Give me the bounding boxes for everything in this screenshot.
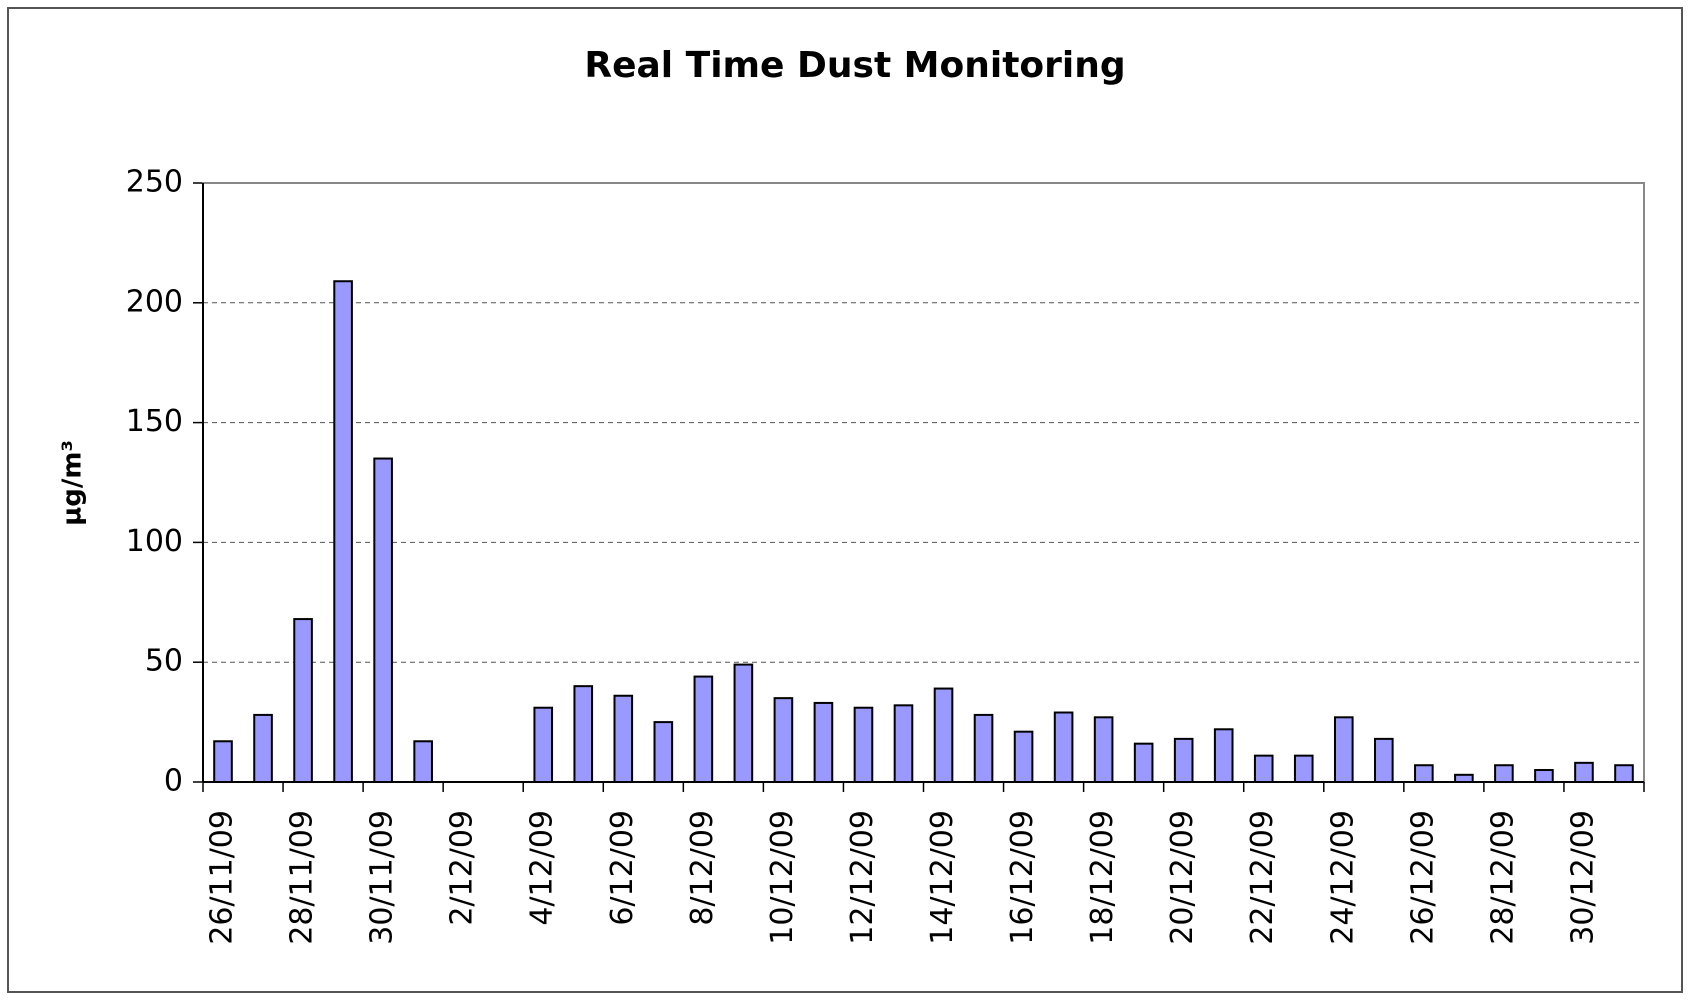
x-tick-label: 26/12/09 (1405, 810, 1440, 945)
bar (1534, 769, 1554, 784)
y-tick-label: 150 (126, 404, 183, 439)
bar (573, 685, 594, 783)
bar (1374, 737, 1394, 784)
bar (733, 663, 754, 784)
x-tick-label: 18/12/09 (1085, 810, 1120, 945)
bar (1213, 728, 1234, 784)
bar (1614, 764, 1634, 784)
x-tick-label: 10/12/09 (765, 810, 800, 945)
chart-title: Real Time Dust Monitoring (584, 45, 1125, 86)
bar (293, 618, 313, 784)
bar (1173, 737, 1194, 784)
bar (1053, 711, 1074, 783)
bar (693, 675, 714, 783)
x-tick-label: 2/12/09 (445, 810, 480, 926)
y-tick-label: 200 (126, 284, 183, 319)
bar (1574, 761, 1594, 783)
bar (333, 280, 353, 783)
bar (1253, 754, 1274, 783)
bar (1494, 764, 1514, 784)
y-tick-label: 50 (145, 644, 183, 679)
y-axis-label: µg/m³ (58, 440, 88, 526)
plot-frame (202, 182, 1645, 783)
bar (1093, 716, 1114, 783)
x-tick-label: 26/11/09 (205, 810, 240, 945)
bar (253, 713, 273, 783)
bar (1333, 716, 1354, 783)
chart-frame (7, 7, 1683, 993)
x-tick-label: 28/11/09 (285, 810, 320, 945)
bar (213, 740, 233, 784)
y-tick-label: 250 (126, 165, 183, 200)
x-tick-label: 30/12/09 (1565, 810, 1600, 945)
x-tick-label: 12/12/09 (845, 810, 880, 945)
x-tick-label: 6/12/09 (605, 810, 640, 926)
y-tick-label: 0 (164, 764, 183, 799)
x-tick-label: 16/12/09 (1005, 810, 1040, 945)
bar (1414, 764, 1434, 784)
x-tick-label: 28/12/09 (1485, 810, 1520, 945)
x-tick-label: 24/12/09 (1325, 810, 1360, 945)
bar (853, 706, 874, 783)
bar (973, 713, 994, 783)
x-tick-label: 30/11/09 (365, 810, 400, 945)
bar (413, 740, 433, 784)
bar (613, 694, 634, 784)
bar (533, 706, 554, 783)
bar (1013, 730, 1034, 784)
x-tick-label: 20/12/09 (1165, 810, 1200, 945)
bar (1133, 742, 1154, 783)
bar (373, 457, 393, 783)
bar (933, 687, 954, 784)
bar (1293, 754, 1314, 783)
bar (893, 704, 914, 783)
bar (653, 721, 674, 783)
bar (813, 701, 834, 784)
x-tick-label: 8/12/09 (685, 810, 720, 926)
x-tick-label: 4/12/09 (525, 810, 560, 926)
x-tick-label: 14/12/09 (925, 810, 960, 945)
y-tick-label: 100 (126, 524, 183, 559)
x-tick-label: 22/12/09 (1245, 810, 1280, 945)
bar (773, 697, 794, 784)
bar (1454, 773, 1474, 784)
